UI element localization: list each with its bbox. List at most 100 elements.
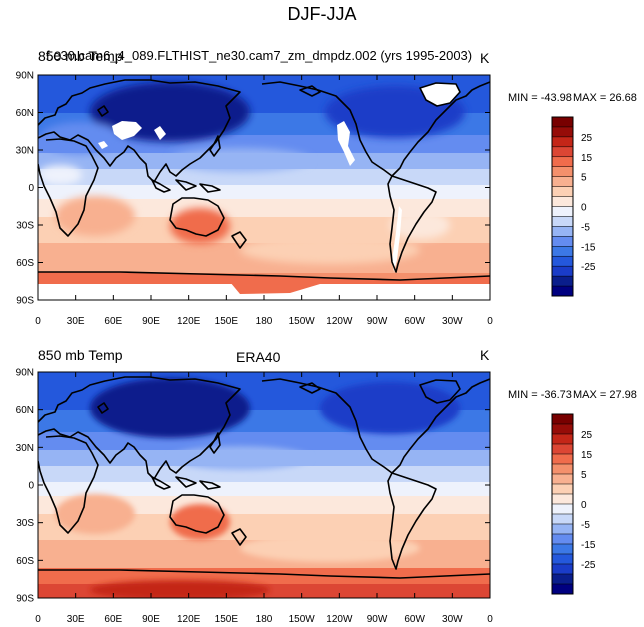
p2-colorbar-box — [551, 573, 574, 585]
panel2-units: K — [480, 347, 490, 363]
p2-xtick-label: 150E — [215, 614, 239, 625]
panel2-max-label: MAX = 27.98 — [573, 389, 637, 401]
p2-ytick-label: 90N — [16, 368, 34, 379]
panel1-left-title: 850 mb Temp — [38, 48, 123, 64]
p1-colorbar-label: 15 — [581, 153, 593, 164]
p2-ytick-label: 0 — [28, 481, 34, 492]
p2-colorbar-label: 15 — [581, 450, 593, 461]
p1-colorbar-box — [551, 126, 574, 138]
p1-colorbar-box — [551, 265, 574, 277]
p2-xtick-label: 120E — [177, 614, 201, 625]
p1-colorbar-frame — [551, 116, 574, 297]
p2-colorbar-box — [551, 513, 574, 525]
p1-colorbar-box — [551, 156, 574, 168]
p1-colorbar-box — [551, 186, 574, 198]
p2-colorbar-box — [551, 583, 574, 595]
panel1-map — [38, 75, 490, 300]
panel2-coastlines — [38, 376, 490, 579]
p2-xtick-label: 60E — [104, 614, 122, 625]
panel1-coastlines — [38, 79, 490, 281]
p2-xtick-label: 90E — [142, 614, 160, 625]
p2-xtick-label: 30W — [442, 614, 463, 625]
p2-xtick-label: 150W — [289, 614, 316, 625]
p2-colorbar-label: 25 — [581, 430, 593, 441]
p2-colorbar-box — [551, 563, 574, 575]
p2-xtick-label: 120W — [326, 614, 353, 625]
panel2-map — [38, 372, 490, 598]
p1-ytick-label: 90N — [16, 71, 34, 82]
panel2-min-label: MIN = -36.73 — [508, 389, 572, 401]
p1-colorbar-box — [551, 116, 574, 128]
p1-colorbar-box — [551, 216, 574, 227]
p2-xtick-label: 180 — [256, 614, 273, 625]
p1-colorbar-box — [551, 285, 574, 297]
p1-colorbar-label: -25 — [581, 262, 596, 273]
p1-xtick-label: 0 — [487, 316, 493, 327]
p1-colorbar-box — [551, 236, 574, 247]
p1-colorbar-label: 0 — [581, 203, 587, 214]
p1-colorbar-box — [551, 255, 574, 267]
p2-colorbar-box — [551, 493, 574, 505]
p2-colorbar-box — [551, 503, 574, 515]
p2-ytick-label: 90S — [16, 594, 34, 605]
panel1-units: K — [480, 50, 490, 66]
p1-ytick-label: 90S — [16, 296, 34, 307]
p1-xtick-label: 180 — [256, 316, 273, 327]
p2-colorbar-box — [551, 533, 574, 545]
p2-colorbar-label: 0 — [581, 500, 587, 511]
p2-ytick-label: 60N — [16, 405, 34, 416]
p1-xtick-label: 120W — [326, 316, 353, 327]
p1-xtick-label: 60E — [104, 316, 122, 327]
p1-colorbar-box — [551, 226, 574, 237]
p1-ytick-label: 30S — [16, 221, 34, 232]
p1-colorbar-label: -15 — [581, 242, 596, 253]
p2-ytick-label: 30N — [16, 443, 34, 454]
p1-colorbar-label: 25 — [581, 133, 593, 144]
p2-colorbar-label: -15 — [581, 540, 596, 551]
p2-colorbar-box — [551, 463, 574, 475]
p1-xtick-label: 30W — [442, 316, 463, 327]
p1-colorbar-box — [551, 166, 574, 178]
p1-colorbar-box — [551, 146, 574, 158]
p2-colorbar-label: -25 — [581, 560, 596, 571]
p2-colorbar-box — [551, 473, 574, 485]
p2-colorbar-box — [551, 453, 574, 465]
figure-title: DJF-JJA — [287, 4, 357, 24]
p1-xtick-label: 60W — [404, 316, 425, 327]
p2-colorbar-box — [551, 553, 574, 565]
panel2-left-title: 850 mb Temp — [38, 347, 123, 363]
p2-colorbar-box — [551, 483, 574, 495]
p2-colorbar-box — [551, 523, 574, 535]
p2-colorbar-label: 5 — [581, 470, 587, 481]
p2-colorbar-box — [551, 443, 574, 455]
p1-colorbar-box — [551, 196, 574, 207]
p1-xtick-label: 150W — [289, 316, 316, 327]
p1-xtick-label: 90W — [367, 316, 388, 327]
p2-xtick-label: 90W — [367, 614, 388, 625]
p2-xtick-label: 30E — [67, 614, 85, 625]
p1-xtick-label: 90E — [142, 316, 160, 327]
p1-colorbar-box — [551, 206, 574, 217]
p1-colorbar-box — [551, 246, 574, 257]
p2-xtick-label: 60W — [404, 614, 425, 625]
panel1-max-label: MAX = 26.68 — [573, 92, 637, 104]
p1-colorbar-box — [551, 136, 574, 148]
p1-xtick-label: 0 — [35, 316, 41, 327]
p2-colorbar-box — [551, 423, 574, 435]
p1-colorbar-label: 5 — [581, 173, 587, 184]
panel2-center-title: ERA40 — [236, 349, 281, 365]
p2-colorbar-label: -5 — [581, 520, 590, 531]
p1-ytick-label: 60S — [16, 258, 34, 269]
p1-xtick-label: 150E — [215, 316, 239, 327]
p2-colorbar-box — [551, 433, 574, 445]
p1-ytick-label: 0 — [28, 183, 34, 194]
p2-colorbar-frame — [551, 413, 574, 595]
p1-ytick-label: 60N — [16, 108, 34, 119]
p2-xtick-label: 0 — [35, 614, 41, 625]
p1-colorbar-box — [551, 275, 574, 287]
panel1-min-label: MIN = -43.98 — [508, 92, 572, 104]
p2-colorbar-box — [551, 543, 574, 555]
p2-xtick-label: 0 — [487, 614, 493, 625]
